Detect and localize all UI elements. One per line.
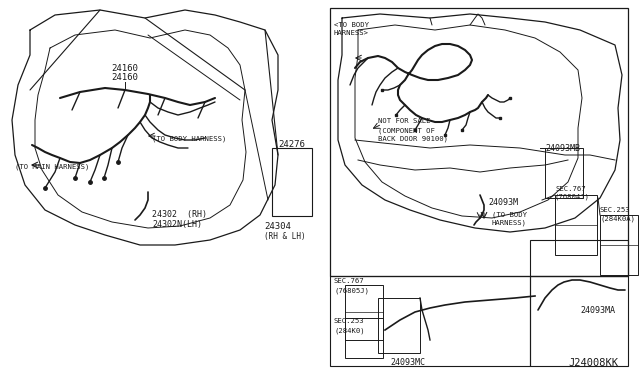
Bar bbox=[530, 240, 628, 276]
Bar bbox=[600, 215, 638, 275]
Text: 24276: 24276 bbox=[278, 140, 305, 149]
Text: 24093MB: 24093MB bbox=[545, 144, 580, 153]
Text: SEC.253: SEC.253 bbox=[600, 207, 630, 213]
Text: HARNESS>: HARNESS> bbox=[334, 30, 369, 36]
Text: 24302N(LH): 24302N(LH) bbox=[152, 220, 202, 229]
Text: SEC.767: SEC.767 bbox=[334, 278, 365, 284]
Text: SEC.253: SEC.253 bbox=[334, 318, 365, 324]
Bar bbox=[345, 318, 383, 358]
Text: NOT FOR SALE: NOT FOR SALE bbox=[378, 118, 431, 124]
Text: 24160: 24160 bbox=[111, 64, 138, 73]
Bar bbox=[272, 148, 312, 216]
Text: (284K0): (284K0) bbox=[334, 327, 365, 334]
Text: (76805J): (76805J) bbox=[334, 287, 369, 294]
Bar bbox=[378, 298, 420, 353]
Text: (TO MAIN HARNESS): (TO MAIN HARNESS) bbox=[15, 163, 90, 170]
Text: 24093M: 24093M bbox=[488, 198, 518, 207]
Text: 24093MA: 24093MA bbox=[580, 306, 615, 315]
Text: SEC.767: SEC.767 bbox=[555, 186, 586, 192]
Text: J24008KK: J24008KK bbox=[568, 358, 618, 368]
Text: (COMPONENT OF: (COMPONENT OF bbox=[378, 127, 435, 134]
Text: <TO BODY: <TO BODY bbox=[334, 22, 369, 28]
Text: 24160: 24160 bbox=[111, 73, 138, 82]
Bar bbox=[555, 195, 597, 255]
Bar bbox=[330, 8, 628, 276]
Text: 24093MC: 24093MC bbox=[390, 358, 425, 367]
Text: (TO BODY HARNESS): (TO BODY HARNESS) bbox=[152, 136, 227, 142]
Bar bbox=[345, 285, 383, 340]
Bar bbox=[330, 276, 530, 366]
Text: BACK DOOR 90100): BACK DOOR 90100) bbox=[378, 136, 448, 142]
Text: (RH & LH): (RH & LH) bbox=[264, 232, 306, 241]
Bar bbox=[530, 276, 628, 366]
Text: 24304: 24304 bbox=[264, 222, 291, 231]
Bar bbox=[545, 148, 583, 198]
Text: HARNESS): HARNESS) bbox=[492, 220, 527, 227]
Text: 24302  (RH): 24302 (RH) bbox=[152, 210, 207, 219]
Text: (TO BODY: (TO BODY bbox=[492, 212, 527, 218]
Text: (76804J): (76804J) bbox=[555, 194, 590, 201]
Text: (284K0A): (284K0A) bbox=[600, 215, 635, 221]
